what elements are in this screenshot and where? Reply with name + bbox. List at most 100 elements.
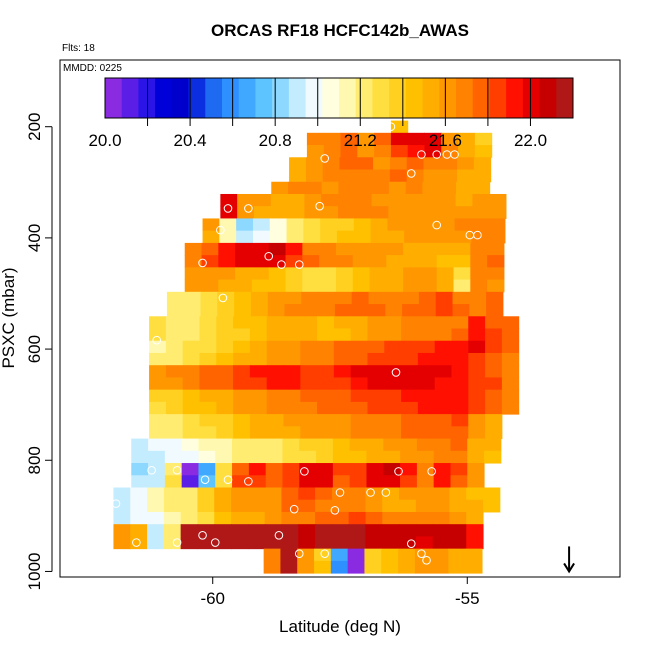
heatmap-cell	[333, 328, 352, 342]
heatmap-cell	[281, 536, 299, 550]
heatmap-cell	[419, 279, 438, 293]
heatmap-cell	[337, 193, 356, 207]
heatmap-cell	[163, 511, 182, 525]
heatmap-cell	[352, 255, 371, 268]
heatmap-cell	[214, 511, 232, 525]
heatmap-cell	[367, 414, 385, 427]
heatmap-cell	[288, 181, 306, 195]
heatmap-cell	[404, 218, 422, 232]
sample-point	[111, 499, 121, 508]
heatmap-cell	[348, 487, 366, 501]
sample-point	[406, 169, 416, 178]
heatmap-cell	[371, 206, 389, 219]
heatmap-cell	[451, 352, 469, 366]
heatmap-cell	[233, 389, 251, 403]
heatmap-cell	[489, 206, 507, 219]
colorbar-swatch	[255, 78, 273, 118]
sample-point	[172, 538, 182, 547]
heatmap-cell	[165, 328, 184, 342]
heatmap-cell	[337, 206, 356, 219]
heatmap-cell	[336, 218, 355, 232]
heatmap-cell	[215, 463, 233, 476]
sample-point	[335, 488, 345, 497]
colorbar-swatch	[556, 78, 574, 118]
heatmap-cell	[373, 157, 391, 171]
heatmap-cell	[417, 340, 436, 354]
heatmap-cell	[280, 548, 298, 562]
heatmap-cell	[424, 145, 442, 158]
colorbar-tick-label: 20.8	[259, 131, 292, 150]
colorbar-swatch	[389, 78, 407, 118]
heatmap-cell	[216, 328, 234, 342]
heatmap-cell	[403, 279, 421, 293]
heatmap-cell	[485, 352, 503, 366]
heatmap-cell	[283, 426, 301, 440]
heatmap-cell	[405, 181, 423, 195]
heatmap-cell	[354, 193, 373, 207]
heatmap-cell	[416, 475, 435, 488]
heatmap-cell	[321, 193, 339, 207]
heatmap-cell	[266, 426, 284, 440]
heatmap-cell	[470, 242, 488, 256]
heatmap-cell	[436, 255, 455, 268]
heatmap-cell	[314, 560, 332, 574]
heatmap-cell	[489, 193, 507, 207]
heatmap-cell	[406, 169, 424, 183]
heatmap-cell	[199, 340, 217, 354]
heatmap-cell	[468, 401, 486, 415]
heatmap-cell	[237, 193, 255, 207]
heatmap-cell	[484, 450, 502, 464]
heatmap-cell	[339, 169, 357, 183]
sample-point	[320, 154, 330, 163]
heatmap-cell	[387, 230, 405, 244]
heatmap-cell	[218, 255, 236, 268]
heatmap-cell	[367, 401, 385, 415]
sample-point	[218, 293, 228, 303]
heatmap-cell	[401, 316, 419, 330]
heatmap-cell	[436, 267, 455, 281]
heatmap-cell	[299, 438, 317, 452]
sample-point	[386, 122, 396, 132]
heatmap-cell	[331, 524, 350, 537]
heatmap-cell	[501, 377, 520, 391]
colorbar	[104, 77, 574, 126]
heatmap-cell	[348, 511, 366, 525]
heatmap-cell	[417, 389, 436, 403]
heatmap-cell	[184, 279, 203, 293]
heatmap-cell	[449, 499, 467, 513]
heatmap-cell	[501, 340, 520, 354]
heatmap-cell	[422, 181, 440, 195]
heatmap-cell	[248, 475, 267, 488]
heatmap-cell	[350, 316, 368, 330]
heatmap-cell	[501, 328, 520, 342]
sample-points	[101, 122, 482, 565]
heatmap-cell	[202, 218, 220, 232]
heatmap-cell	[317, 426, 335, 440]
heatmap-cell	[383, 450, 401, 464]
heatmap-cell	[398, 560, 416, 574]
heatmap-cell	[349, 438, 367, 452]
heatmap-cell	[148, 450, 166, 464]
heatmap-cell	[388, 206, 406, 219]
heatmap-cell	[390, 120, 409, 134]
heatmap-cell	[350, 389, 368, 403]
heatmap-cell	[247, 536, 266, 550]
heatmap-cell	[406, 157, 424, 171]
heatmap-cell	[269, 230, 288, 244]
heatmap-cell	[403, 267, 421, 281]
heatmap-cell	[197, 487, 215, 501]
heatmap-cell	[197, 536, 215, 550]
sample-point	[422, 556, 431, 565]
heatmap-cell	[372, 181, 390, 195]
heatmap-cell	[401, 426, 419, 440]
heatmap-cell	[353, 218, 372, 232]
heatmap-cell	[350, 328, 368, 342]
heatmap-cell	[199, 401, 217, 415]
heatmap-cell	[466, 499, 484, 513]
heatmap-cell	[182, 316, 200, 330]
heatmap-cell	[403, 242, 421, 256]
heatmap-cell	[323, 145, 342, 158]
heatmap-cell	[298, 499, 316, 513]
heatmap-cell	[130, 499, 148, 513]
heatmap-cell	[433, 475, 451, 488]
